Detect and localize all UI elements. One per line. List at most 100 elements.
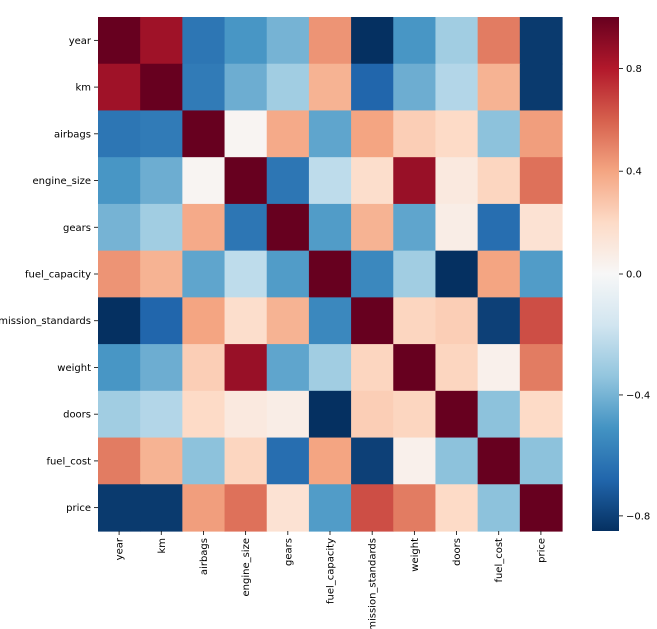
heatmap-cell-doors-weight xyxy=(393,390,437,439)
heatmap-cell-gears-engine_size xyxy=(224,203,268,252)
heatmap-cell-year-airbags xyxy=(182,17,226,65)
x-tick-label: fuel_cost xyxy=(494,538,505,583)
heatmap-cell-price-year xyxy=(98,484,141,532)
heatmap-cell-fuel_cost-engine_size xyxy=(224,437,268,485)
heatmap-cell-engine_size-km xyxy=(140,157,183,205)
heatmap-cell-emission_standards-fuel_cost xyxy=(477,297,521,345)
heatmap-cell-fuel_capacity-km xyxy=(140,250,183,298)
heatmap-cell-fuel_cost-fuel_capacity xyxy=(308,437,352,485)
y-tick-label: airbags xyxy=(54,129,91,140)
heatmap-cell-weight-emission_standards xyxy=(351,344,394,392)
x-tick-label: doors xyxy=(452,538,463,566)
heatmap-cell-engine_size-engine_size xyxy=(224,157,268,205)
heatmap-cell-gears-emission_standards xyxy=(351,203,394,252)
heatmap-cell-year-engine_size xyxy=(224,17,268,65)
colorbar-gradient xyxy=(592,17,619,531)
heatmap-cell-airbags-fuel_capacity xyxy=(308,110,352,158)
heatmap-cell-fuel_capacity-fuel_capacity xyxy=(308,250,352,298)
heatmap-cell-year-weight xyxy=(393,17,437,65)
y-tick-label: gears xyxy=(63,223,91,234)
heatmap-cell-doors-engine_size xyxy=(224,390,268,439)
heatmap-cell-airbags-price xyxy=(519,110,563,158)
heatmap-cell-year-price xyxy=(519,17,563,65)
colorbar-tick-label: −0.8 xyxy=(626,511,650,522)
heatmap-cell-year-emission_standards xyxy=(351,17,394,65)
y-tick-label: km xyxy=(75,83,91,94)
colorbar-tick-label: 0.4 xyxy=(626,167,642,178)
heatmap-cell-airbags-km xyxy=(140,110,183,158)
heatmap-cell-price-fuel_cost xyxy=(477,484,521,532)
y-tick-label: year xyxy=(69,36,92,47)
heatmap-cell-doors-fuel_cost xyxy=(477,390,521,439)
heatmap-cell-price-airbags xyxy=(182,484,226,532)
heatmap-cell-gears-price xyxy=(519,203,563,252)
heatmap-cell-airbags-emission_standards xyxy=(351,110,394,158)
y-tick-label: fuel_capacity xyxy=(25,270,91,281)
heatmap-cell-gears-gears xyxy=(266,203,310,252)
heatmap-cell-fuel_cost-km xyxy=(140,437,183,485)
heatmap-cell-fuel_cost-price xyxy=(519,437,563,485)
heatmap-cell-fuel_capacity-emission_standards xyxy=(351,250,394,298)
heatmap-cell-price-doors xyxy=(435,484,479,532)
heatmap-cell-year-year xyxy=(98,17,141,65)
heatmap-cell-emission_standards-weight xyxy=(393,297,437,345)
heatmap-cell-gears-airbags xyxy=(182,203,226,252)
heatmap-cell-doors-price xyxy=(519,390,563,439)
heatmap-cell-doors-doors xyxy=(435,390,479,439)
heatmap-cell-engine_size-fuel_capacity xyxy=(308,157,352,205)
heatmap-cell-engine_size-fuel_cost xyxy=(477,157,521,205)
heatmap-cell-weight-weight xyxy=(393,344,437,392)
x-tick-label: year xyxy=(115,537,126,560)
heatmap-cell-engine_size-doors xyxy=(435,157,479,205)
heatmap-cell-km-engine_size xyxy=(224,63,268,112)
x-tick-label: fuel_capacity xyxy=(326,538,337,604)
heatmap-cell-airbags-airbags xyxy=(182,110,226,158)
heatmap-cell-price-gears xyxy=(266,484,310,532)
heatmap-cell-gears-weight xyxy=(393,203,437,252)
heatmap-cell-airbags-gears xyxy=(266,110,310,158)
heatmap-cell-airbags-weight xyxy=(393,110,437,158)
heatmap-cell-fuel_cost-fuel_cost xyxy=(477,437,521,485)
heatmap-cell-fuel_cost-year xyxy=(98,437,141,485)
heatmap-cell-fuel_cost-airbags xyxy=(182,437,226,485)
heatmap-cell-emission_standards-engine_size xyxy=(224,297,268,345)
y-tick-label: doors xyxy=(63,410,91,421)
heatmap-cell-weight-gears xyxy=(266,344,310,392)
heatmap-cell-km-fuel_capacity xyxy=(308,63,352,112)
heatmap-cell-emission_standards-gears xyxy=(266,297,310,345)
heatmap-cell-emission_standards-price xyxy=(519,297,563,345)
heatmap-cell-fuel_capacity-price xyxy=(519,250,563,298)
heatmap-cell-emission_standards-airbags xyxy=(182,297,226,345)
heatmap-cell-km-weight xyxy=(393,63,437,112)
heatmap-cell-airbags-year xyxy=(98,110,141,158)
heatmap-cell-doors-emission_standards xyxy=(351,390,394,439)
heatmap-cell-price-price xyxy=(519,484,563,532)
heatmap-cell-price-emission_standards xyxy=(351,484,394,532)
y-tick-label: price xyxy=(66,503,91,514)
heatmap-cell-weight-airbags xyxy=(182,344,226,392)
heatmap-cell-engine_size-airbags xyxy=(182,157,226,205)
heatmap-cell-km-airbags xyxy=(182,63,226,112)
heatmap-cell-weight-engine_size xyxy=(224,344,268,392)
heatmap-cell-gears-doors xyxy=(435,203,479,252)
heatmap-cell-weight-price xyxy=(519,344,563,392)
heatmap-cell-year-doors xyxy=(435,17,479,65)
heatmap-cell-gears-fuel_cost xyxy=(477,203,521,252)
heatmap-cell-doors-km xyxy=(140,390,183,439)
heatmap-cell-price-km xyxy=(140,484,183,532)
heatmap-cell-gears-km xyxy=(140,203,183,252)
heatmap-cell-year-gears xyxy=(266,17,310,65)
colorbar-tick-label: 0.0 xyxy=(626,270,642,281)
heatmap-cell-weight-fuel_capacity xyxy=(308,344,352,392)
x-tick-label: engine_size xyxy=(241,538,252,597)
colorbar: 0.8 0.4 0.0 −0.4 −0.8 xyxy=(592,17,650,531)
y-tick-label: emission_standards xyxy=(0,316,91,327)
heatmap-cell-weight-fuel_cost xyxy=(477,344,521,392)
heatmap-cell-emission_standards-fuel_capacity xyxy=(308,297,352,345)
heatmap-cell-km-year xyxy=(98,63,141,112)
x-tick-label: weight xyxy=(410,538,421,572)
x-tick-labels: year km airbags engine_size gears fuel_capaci… xyxy=(115,531,547,629)
x-tick-label: emission_standards xyxy=(368,538,379,629)
